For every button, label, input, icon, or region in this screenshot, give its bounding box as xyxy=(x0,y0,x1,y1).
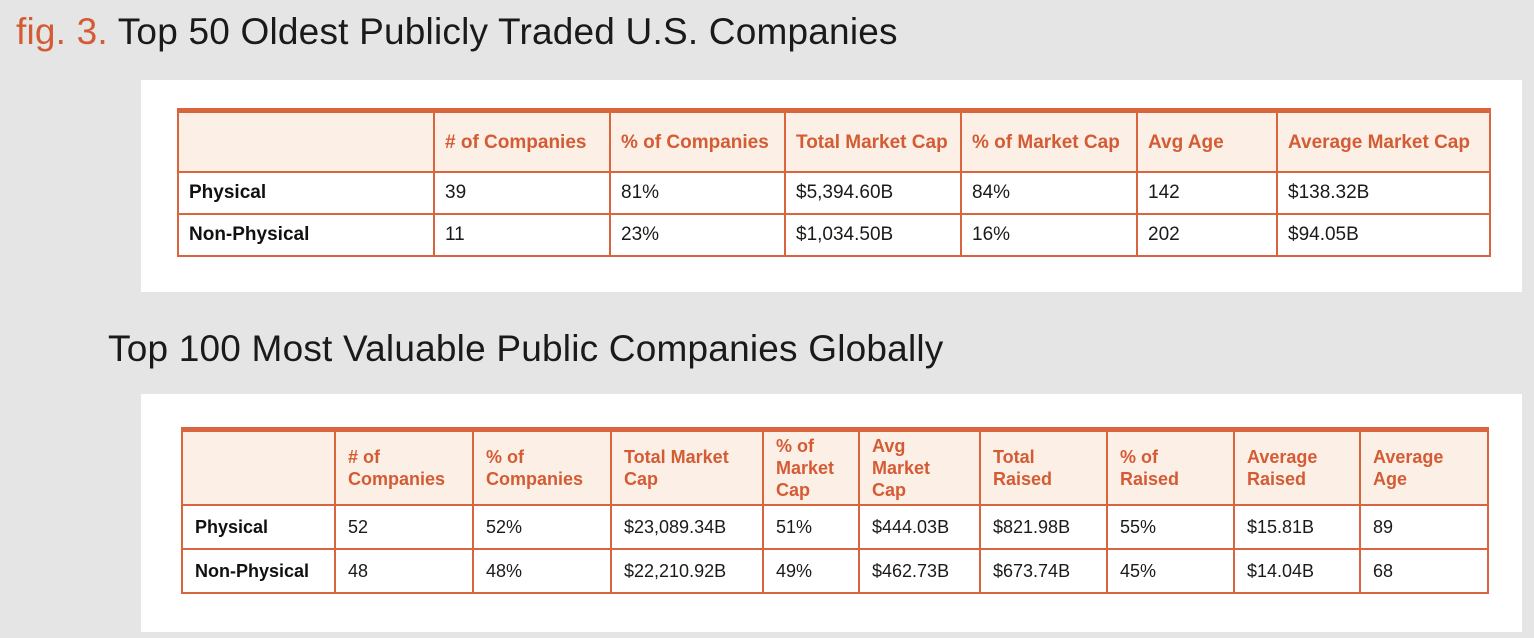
table-cell: $14.04B xyxy=(1233,548,1361,594)
table-cell: $138.32B xyxy=(1276,171,1491,215)
table-cell: 16% xyxy=(960,213,1138,257)
table-cell: 142 xyxy=(1136,171,1278,215)
table-cell: 11 xyxy=(433,213,611,257)
header-cell-blank xyxy=(177,109,435,173)
table-row: Physical 39 81% $5,394.60B 84% 142 $138.… xyxy=(177,171,1491,215)
table-cell: $821.98B xyxy=(979,504,1108,550)
header-cell-pct-raised: % of Raised xyxy=(1106,428,1235,506)
table2-card: # of Companies % of Companies Total Mark… xyxy=(141,394,1522,632)
header-cell-total-market-cap: Total Market Cap xyxy=(784,109,962,173)
header-cell-avg-raised: Average Raised xyxy=(1233,428,1361,506)
table-cell: 68 xyxy=(1359,548,1489,594)
table-cell: 84% xyxy=(960,171,1138,215)
table-header-row: # of Companies % of Companies Total Mark… xyxy=(177,109,1491,173)
header-cell-total-raised: Total Raised xyxy=(979,428,1108,506)
figure-label: fig. 3. xyxy=(16,11,108,52)
header-cell-total-market-cap: Total Market Cap xyxy=(610,428,764,506)
table-cell: 48 xyxy=(334,548,474,594)
table-cell: 39 xyxy=(433,171,611,215)
header-cell-num-companies: # of Companies xyxy=(433,109,611,173)
table-cell: $444.03B xyxy=(858,504,981,550)
header-cell-blank xyxy=(181,428,336,506)
table-cell: $23,089.34B xyxy=(610,504,764,550)
table-row: Non-Physical 11 23% $1,034.50B 16% 202 $… xyxy=(177,213,1491,257)
table-cell: 45% xyxy=(1106,548,1235,594)
table-cell: 52% xyxy=(472,504,612,550)
table1-card: # of Companies % of Companies Total Mark… xyxy=(141,80,1522,292)
table-cell: $15.81B xyxy=(1233,504,1361,550)
table-cell: $462.73B xyxy=(858,548,981,594)
table-cell: 89 xyxy=(1359,504,1489,550)
table-cell: $22,210.92B xyxy=(610,548,764,594)
table-cell: $673.74B xyxy=(979,548,1108,594)
figure-title-text: Top 50 Oldest Publicly Traded U.S. Compa… xyxy=(117,11,898,52)
row-label-cell: Non-Physical xyxy=(181,548,336,594)
table-cell: 23% xyxy=(609,213,786,257)
table-cell: 49% xyxy=(762,548,860,594)
most-valuable-companies-table: # of Companies % of Companies Total Mark… xyxy=(181,427,1489,594)
table-cell: 81% xyxy=(609,171,786,215)
header-cell-num-companies: # of Companies xyxy=(334,428,474,506)
header-cell-pct-companies: % of Companies xyxy=(472,428,612,506)
header-cell-pct-market-cap: % of Market Cap xyxy=(960,109,1138,173)
table-cell: 48% xyxy=(472,548,612,594)
row-label-cell: Physical xyxy=(181,504,336,550)
table-cell: $5,394.60B xyxy=(784,171,962,215)
section-title: Top 100 Most Valuable Public Companies G… xyxy=(108,328,944,369)
oldest-companies-table: # of Companies % of Companies Total Mark… xyxy=(177,108,1491,257)
header-cell-avg-market-cap: Average Market Cap xyxy=(1276,109,1491,173)
row-label-cell: Non-Physical xyxy=(177,213,435,257)
header-cell-avg-age: Average Age xyxy=(1359,428,1489,506)
header-cell-avg-age: Avg Age xyxy=(1136,109,1278,173)
table-row: Physical 52 52% $23,089.34B 51% $444.03B… xyxy=(181,504,1489,550)
figure-title: fig. 3. Top 50 Oldest Publicly Traded U.… xyxy=(16,10,898,54)
row-label-cell: Physical xyxy=(177,171,435,215)
table-row: Non-Physical 48 48% $22,210.92B 49% $462… xyxy=(181,548,1489,594)
table-header-row: # of Companies % of Companies Total Mark… xyxy=(181,428,1489,506)
header-cell-avg-market-cap: Avg Market Cap xyxy=(858,428,981,506)
table-cell: 202 xyxy=(1136,213,1278,257)
table-cell: 52 xyxy=(334,504,474,550)
table-cell: 55% xyxy=(1106,504,1235,550)
table-cell: 51% xyxy=(762,504,860,550)
table-cell: $1,034.50B xyxy=(784,213,962,257)
table-cell: $94.05B xyxy=(1276,213,1491,257)
header-cell-pct-market-cap: % of Market Cap xyxy=(762,428,860,506)
header-cell-pct-companies: % of Companies xyxy=(609,109,786,173)
